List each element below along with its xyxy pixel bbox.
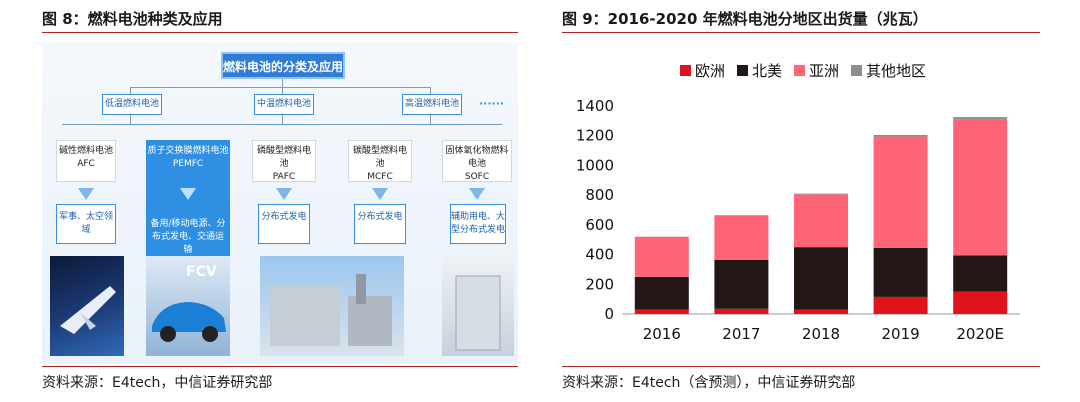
legend-item-europe: 欧洲 — [680, 60, 725, 81]
fuel-cell-classification-diagram: 燃料电池的分类及应用 低温燃料电池 中温燃料电池 高温燃料电池 ······ 碱… — [42, 42, 518, 364]
x-tick-label: 2018 — [802, 325, 840, 343]
type-pafc: 磷酸型燃料电池 PAFC — [252, 140, 316, 182]
bar-segment — [794, 247, 848, 310]
shipment-stacked-bar-chart: 0 200 400 600 800 1000 1200 1400 2016 2017 2018 201… — [576, 97, 1020, 343]
bar-segment — [714, 259, 769, 309]
x-tick-label: 2016 — [643, 325, 681, 343]
bar-segment — [634, 309, 689, 314]
legend-item-other: 其他地区 — [851, 60, 926, 81]
down-arrow-icon — [276, 188, 292, 200]
plant-icon — [270, 274, 392, 346]
connector-line — [130, 87, 430, 88]
y-tick-label: 200 — [585, 275, 614, 293]
bar-segment — [714, 215, 769, 216]
left-source-rule — [42, 366, 518, 367]
chart-legend: 欧洲 北美 亚洲 其他地区 — [680, 60, 938, 81]
legend-item-asia: 亚洲 — [794, 60, 839, 81]
x-tick-label: 2019 — [882, 325, 920, 343]
type-afc: 碱性燃料电池 AFC — [56, 140, 116, 182]
right-source: 资料来源：E4tech（含预测），中信证券研究部 — [562, 375, 856, 391]
shuttle-icon — [60, 286, 116, 334]
y-tick-label: 1200 — [576, 127, 614, 145]
bar-segment — [953, 255, 1008, 292]
connector-line — [130, 113, 131, 124]
y-tick-label: 1400 — [576, 97, 614, 115]
bar-segment — [953, 119, 1008, 256]
connector-line — [282, 79, 283, 87]
bar-segment — [794, 194, 848, 248]
category-low-temp: 低温燃料电池 — [102, 94, 162, 115]
bar-segment — [953, 291, 1008, 314]
y-tick-label: 800 — [585, 186, 614, 204]
bar-segment — [794, 309, 848, 314]
fcv-car-image: FCV — [146, 256, 230, 356]
app-pemfc: 备用/移动电源、分布式发电、交通运输 — [148, 212, 228, 255]
connector-line — [130, 87, 131, 94]
down-arrow-icon — [469, 188, 485, 200]
category-mid-temp: 中温燃料电池 — [254, 94, 314, 115]
y-tick-label: 400 — [585, 246, 614, 264]
app-sofc: 辅助用电、大型分布式发电 — [450, 204, 506, 244]
y-tick-label: 1000 — [576, 156, 614, 174]
app-mcfc: 分布式发电 — [354, 204, 406, 244]
type-mcfc: 碳酸型燃料电池 MCFC — [348, 140, 412, 182]
connector-line — [430, 87, 431, 94]
diagram-main-box: 燃料电池的分类及应用 — [221, 52, 345, 79]
app-pafc: 分布式发电 — [258, 204, 310, 244]
bar-segment — [714, 215, 769, 260]
connector-line — [430, 113, 431, 124]
bar-segment — [794, 193, 848, 195]
bar-segment — [873, 134, 928, 137]
bar-segment — [634, 236, 689, 277]
y-tick-label: 600 — [585, 216, 614, 234]
y-tick-label: 0 — [604, 305, 614, 323]
connector-line — [62, 124, 502, 125]
unit-icon — [455, 275, 501, 351]
space-shuttle-image — [50, 256, 124, 356]
connector-line — [282, 87, 283, 94]
bar-segment — [953, 117, 1008, 120]
down-arrow-icon — [372, 188, 388, 200]
bar-segment — [873, 296, 928, 314]
category-high-temp: 高温燃料电池 — [402, 94, 462, 115]
sofc-unit-image — [442, 256, 514, 356]
more-categories-dots: ······ — [479, 97, 505, 110]
left-title-rule — [42, 32, 518, 33]
x-tick-label: 2020E — [956, 325, 1004, 343]
car-icon — [152, 302, 226, 342]
left-source: 资料来源：E4tech，中信证券研究部 — [42, 375, 273, 391]
bar-segment — [873, 136, 928, 248]
right-figure-title: 图 9：2016-2020 年燃料电池分地区出货量（兆瓦） — [562, 10, 928, 28]
bar-segment — [714, 308, 769, 314]
down-arrow-icon — [180, 188, 196, 200]
right-source-rule — [562, 366, 1040, 367]
bar-segment — [634, 276, 689, 310]
bar-segment — [873, 247, 928, 297]
connector-line — [282, 113, 283, 124]
legend-item-north-america: 北美 — [737, 60, 782, 81]
down-arrow-icon — [78, 188, 94, 200]
type-sofc: 固体氧化物燃料电池 SOFC — [442, 140, 512, 182]
power-plant-image — [260, 256, 404, 356]
left-figure-title: 图 8：燃料电池种类及应用 — [42, 10, 223, 28]
x-tick-label: 2017 — [722, 325, 760, 343]
right-title-rule — [562, 32, 1040, 33]
app-afc: 军事、太空领域 — [56, 204, 116, 244]
